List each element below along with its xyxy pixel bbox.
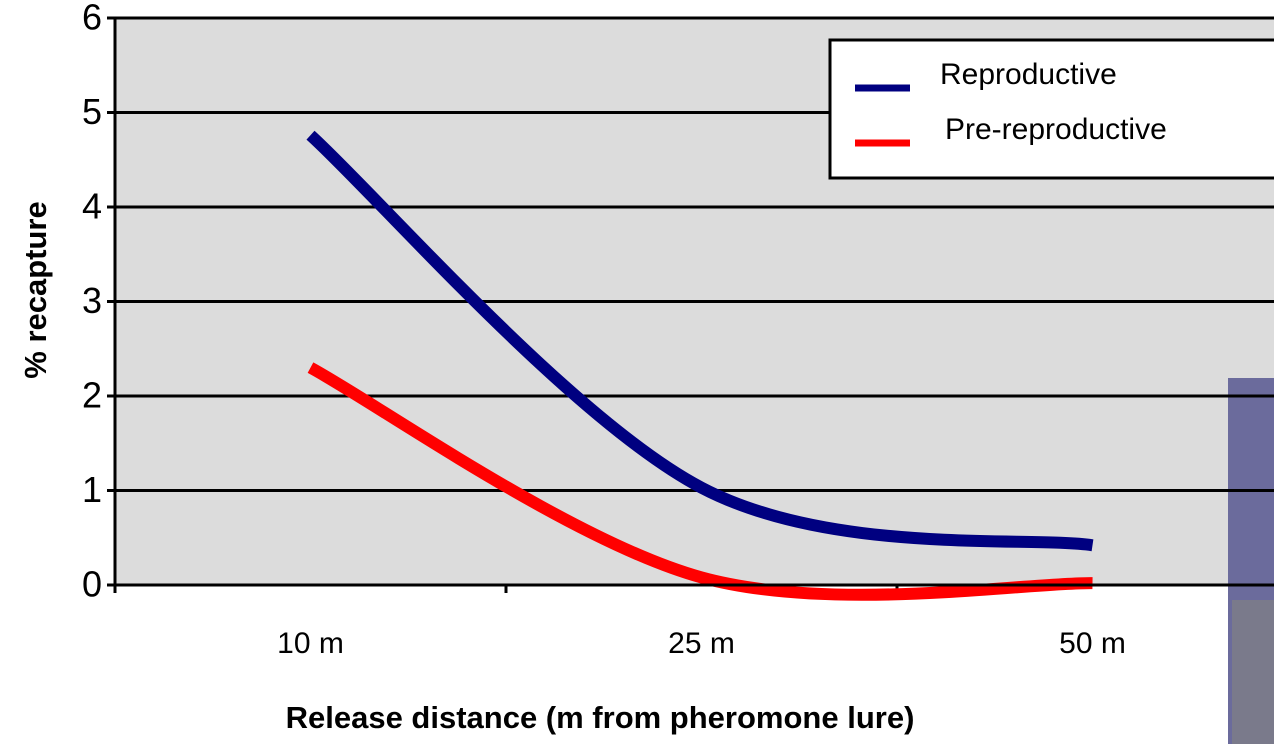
y-tick-label: 1 xyxy=(82,469,102,510)
y-tick-label: 2 xyxy=(82,375,102,416)
y-tick-label: 4 xyxy=(82,186,102,227)
x-tick-label: 25 m xyxy=(668,627,735,660)
series-line xyxy=(306,130,1094,552)
x-axis-title: Release distance (m from pheromone lure) xyxy=(286,700,915,735)
legend-label: Reproductive xyxy=(940,58,1117,91)
y-tick-label: 6 xyxy=(82,0,102,38)
x-tick-label: 50 m xyxy=(1059,627,1126,660)
y-tick-label: 3 xyxy=(82,280,102,321)
series-line xyxy=(307,362,1093,601)
y-tick-label: 5 xyxy=(82,91,102,132)
y-tick-label: 0 xyxy=(82,564,102,605)
legend-label: Pre-reproductive xyxy=(945,113,1167,146)
y-axis-title: % recapture xyxy=(18,201,53,378)
legend-box xyxy=(828,38,1274,180)
photo-detail xyxy=(1232,600,1274,744)
x-tick-label: 10 m xyxy=(277,627,344,660)
